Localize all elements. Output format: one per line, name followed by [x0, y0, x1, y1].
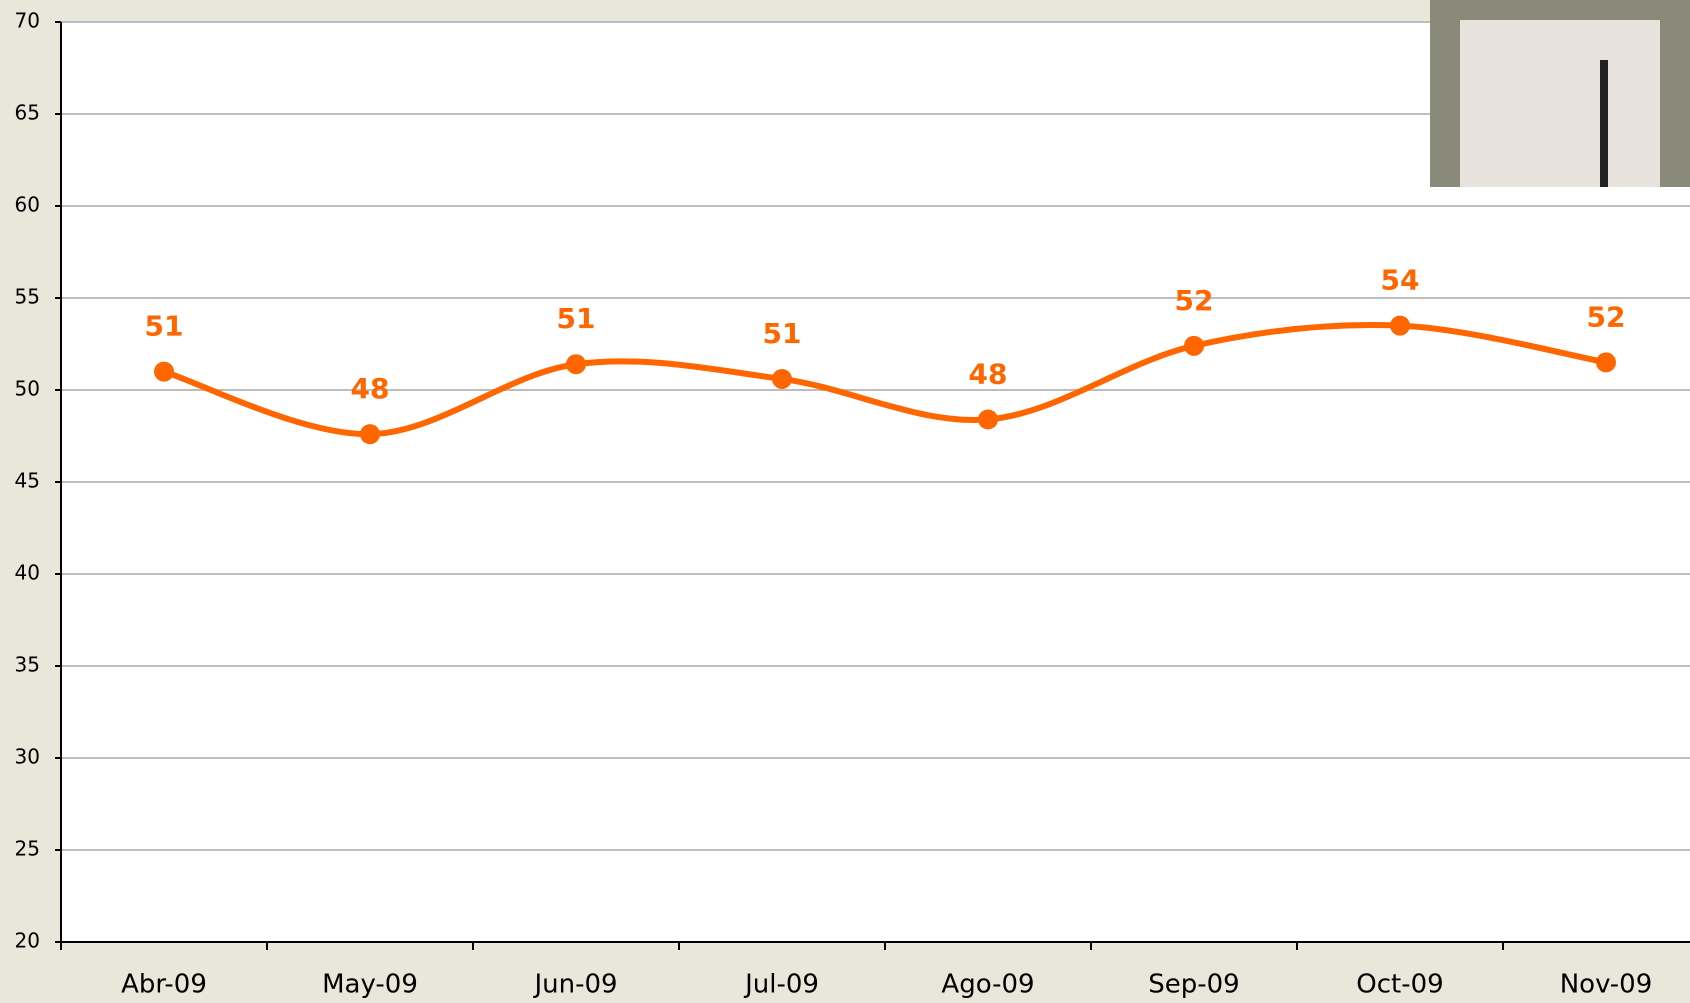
y-tick-label: 20 — [15, 929, 40, 953]
marker — [978, 409, 998, 430]
y-tick-label: 70 — [15, 9, 40, 33]
data-label: 52 — [1175, 284, 1214, 317]
marker — [360, 424, 380, 445]
grid — [55, 21, 1690, 950]
y-tick-label: 35 — [15, 653, 40, 677]
y-tick-label: 40 — [15, 561, 40, 585]
data-label: 48 — [351, 372, 390, 405]
x-tick-label: Jul-09 — [743, 970, 819, 1000]
marker — [1596, 352, 1616, 373]
marker — [154, 361, 174, 382]
data-label: 51 — [145, 310, 184, 343]
x-tick-label: Sep-09 — [1148, 970, 1239, 1000]
marker — [566, 354, 586, 375]
x-tick-label: Oct-09 — [1356, 970, 1443, 1000]
x-tick-label: Nov-09 — [1560, 970, 1653, 1000]
y-tick-label: 30 — [15, 745, 40, 769]
marker — [1390, 315, 1410, 336]
marks: 51 48 51 51 48 52 54 52 — [145, 264, 1626, 445]
photo-microphone — [1600, 60, 1608, 187]
line — [163, 322, 1607, 438]
x-tick-label: Ago-09 — [941, 970, 1034, 1000]
x-tick-label: Jun-09 — [532, 970, 617, 1000]
data-label: 52 — [1587, 300, 1626, 333]
y-tick-label: 55 — [15, 285, 40, 309]
y-tick-label: 65 — [15, 101, 40, 125]
marker — [1184, 335, 1204, 356]
data-label: 51 — [557, 302, 596, 335]
data-label: 54 — [1381, 264, 1420, 297]
data-label: 48 — [969, 357, 1008, 390]
x-tick-label: May-09 — [322, 970, 418, 1000]
y-tick-label: 45 — [15, 469, 40, 493]
y-tick-label: 60 — [15, 193, 40, 217]
y-tick-label: 25 — [15, 837, 40, 861]
data-label: 51 — [763, 317, 802, 350]
x-tick-label: Abr-09 — [121, 970, 207, 1000]
photo-figure — [1460, 20, 1660, 187]
marker — [772, 368, 792, 389]
y-tick-label: 50 — [15, 377, 40, 401]
